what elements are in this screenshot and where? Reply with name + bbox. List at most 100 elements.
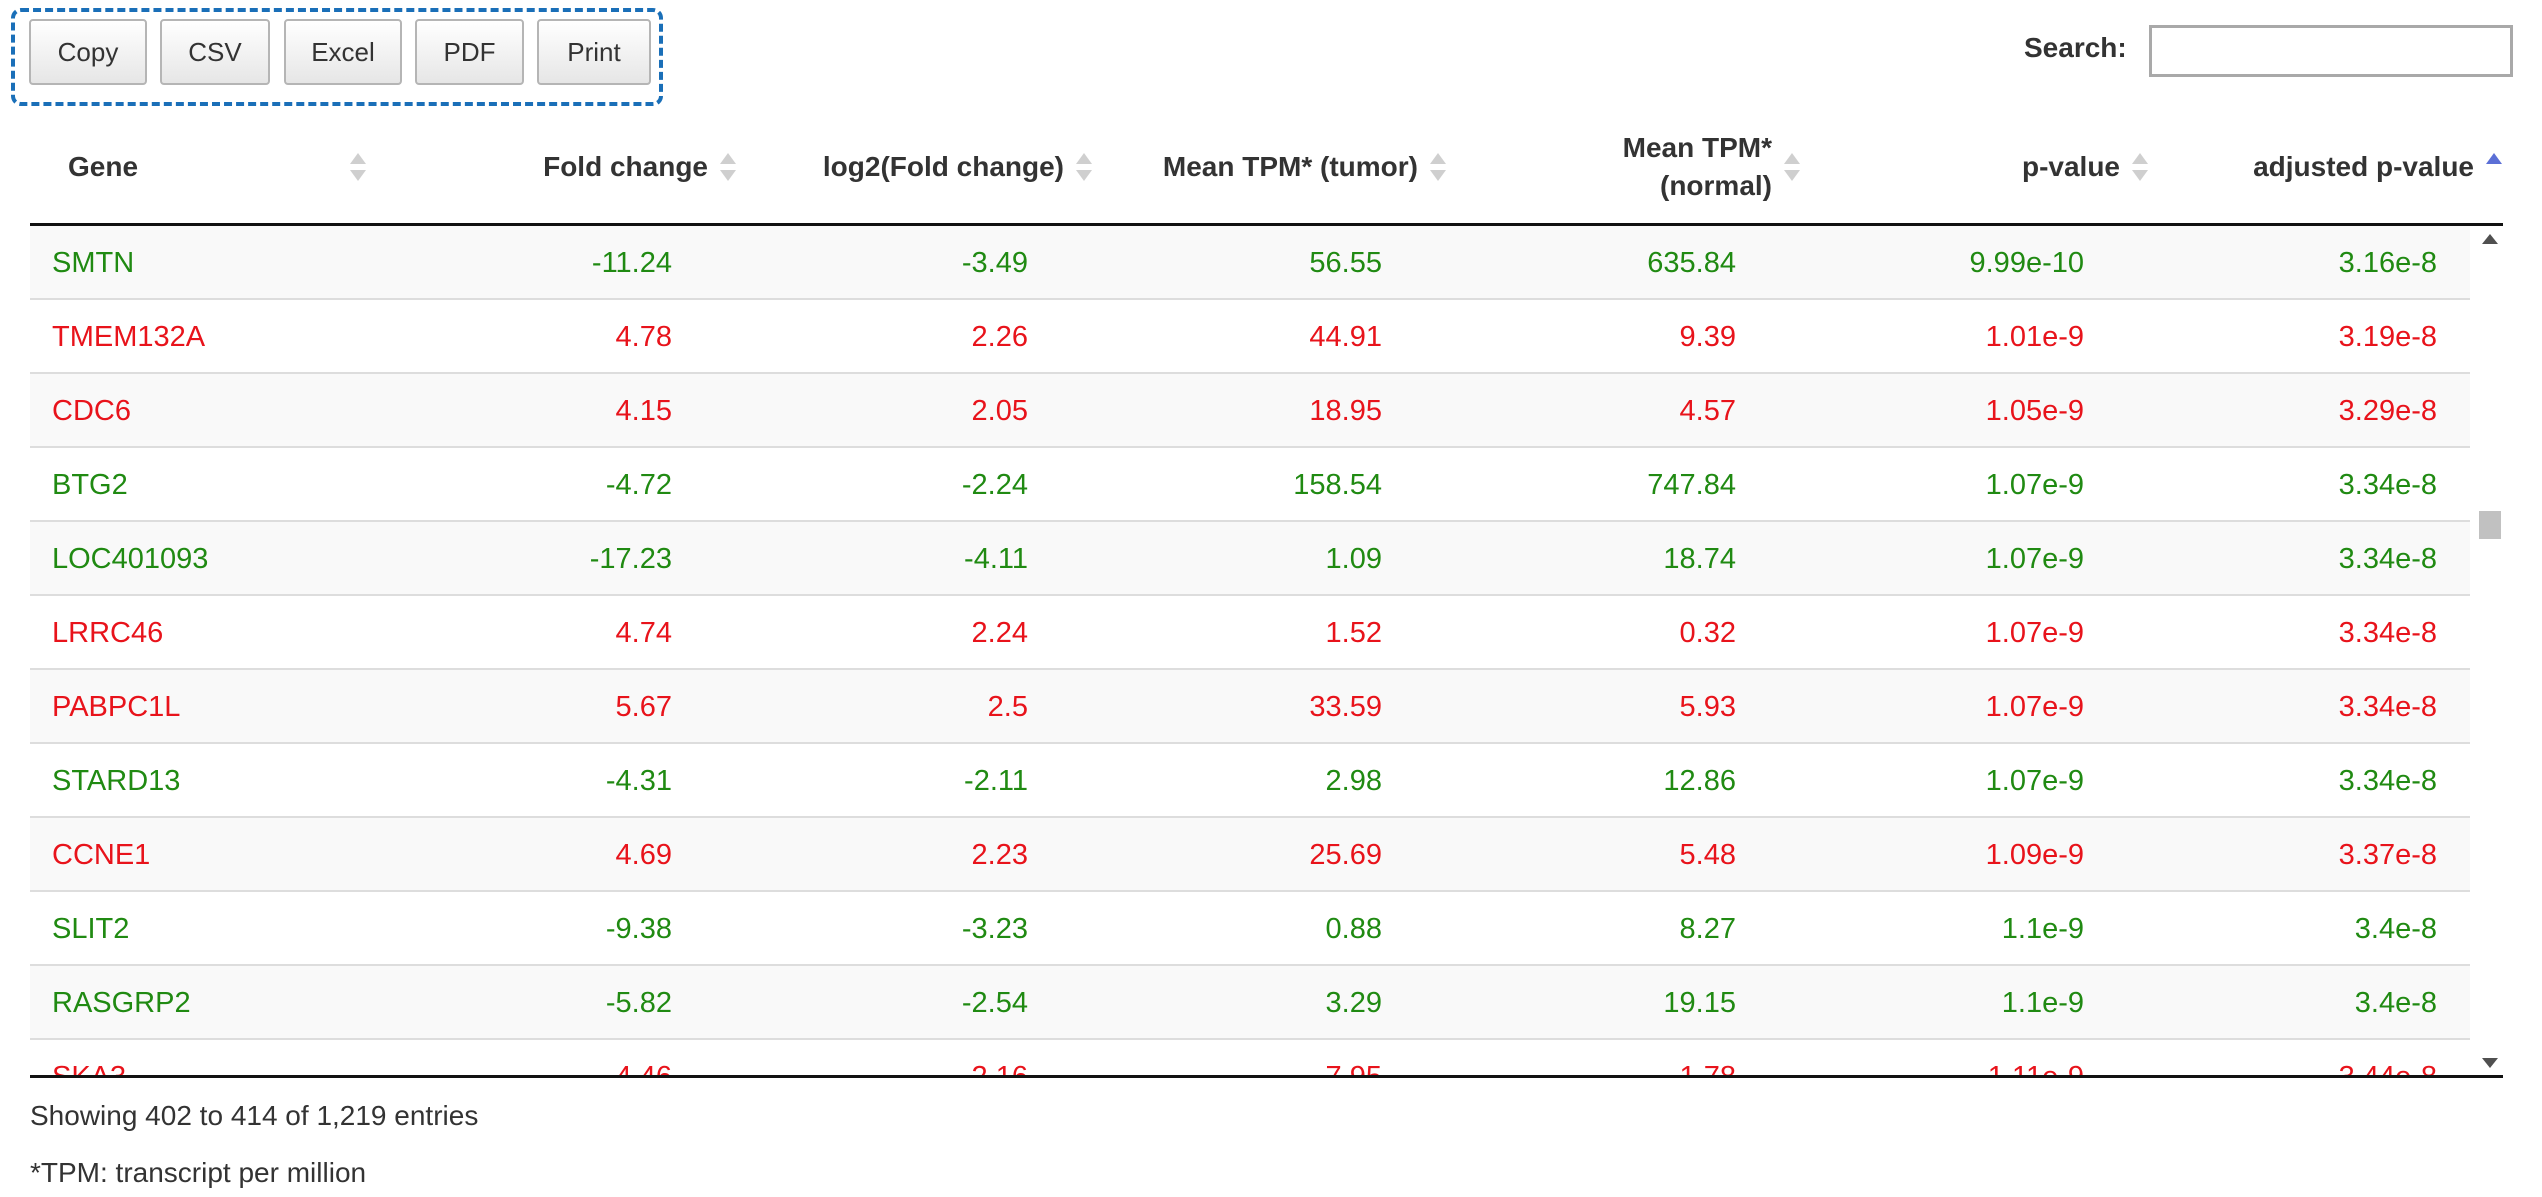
fold-change-cell: -17.23 xyxy=(589,543,672,575)
tpm-normal-cell: 19.15 xyxy=(1663,987,1736,1019)
pvalue-cell: 1.07e-9 xyxy=(1985,765,2084,797)
fold-change-cell: -9.38 xyxy=(605,913,672,945)
sort-both-icon xyxy=(720,152,736,181)
tpm-tumor-cell: 2.98 xyxy=(1325,765,1382,797)
tpm-normal-cell: 1.78 xyxy=(1680,1040,1736,1076)
pvalue-cell: 9.99e-10 xyxy=(1969,247,2085,279)
pvalue-cell: 1.07e-9 xyxy=(1985,617,2084,649)
log2-fold-change-cell: -2.24 xyxy=(961,469,1028,501)
sort-both-icon xyxy=(1784,152,1800,181)
tpm-tumor-cell: 56.55 xyxy=(1309,247,1382,279)
log2-fold-change-cell: 2.26 xyxy=(971,321,1028,353)
sort-both-icon xyxy=(1076,152,1092,181)
print-button[interactable]: Print xyxy=(537,19,651,85)
vertical-scrollbar[interactable] xyxy=(2477,226,2503,1076)
table-bottom-border xyxy=(30,1075,2503,1078)
adjusted-pvalue-cell: 3.34e-8 xyxy=(2338,765,2437,797)
adjusted-pvalue-cell: 3.19e-8 xyxy=(2338,321,2437,353)
log2-fold-change-cell: 2.5 xyxy=(987,691,1028,723)
tpm-normal-cell: 12.86 xyxy=(1663,765,1736,797)
scroll-down-arrow-icon[interactable] xyxy=(2477,1050,2503,1076)
column-header-fold-change-label: Fold change xyxy=(543,150,708,182)
fold-change-cell: 4.74 xyxy=(615,617,672,649)
tpm-tumor-cell: 1.52 xyxy=(1325,617,1382,649)
excel-button[interactable]: Excel xyxy=(284,19,402,85)
pvalue-cell: 1.1e-9 xyxy=(2001,987,2084,1019)
tpm-normal-cell: 747.84 xyxy=(1647,469,1736,501)
column-header-adjusted-pvalue-label: adjusted p-value xyxy=(2253,150,2474,182)
pvalue-cell: 1.05e-9 xyxy=(1985,395,2084,427)
gene-cell[interactable]: RASGRP2 xyxy=(52,987,191,1019)
column-header-tpm-normal-label: Mean TPM* (normal) xyxy=(1623,129,1772,205)
pvalue-cell: 1.07e-9 xyxy=(1985,543,2084,575)
sort-ascending-icon xyxy=(2486,152,2502,164)
table-row: LRRC46 4.74 2.24 1.52 0.32 1.07e-9 3.34e-8 xyxy=(30,596,2470,670)
scroll-up-arrow-icon[interactable] xyxy=(2477,226,2503,252)
tpm-tumor-cell: 25.69 xyxy=(1309,839,1382,871)
fold-change-cell: 4.15 xyxy=(615,395,672,427)
tpm-normal-cell: 0.32 xyxy=(1679,617,1736,649)
table-info: Showing 402 to 414 of 1,219 entries xyxy=(30,1100,479,1131)
pvalue-cell: 1.11e-9 xyxy=(1988,1040,2084,1076)
fold-change-cell: -11.24 xyxy=(591,247,672,279)
search-input[interactable] xyxy=(2149,25,2513,77)
gene-cell[interactable]: CCNE1 xyxy=(52,839,151,871)
sort-both-icon xyxy=(2132,152,2148,181)
gene-cell[interactable]: SKA3 xyxy=(52,1040,126,1076)
column-header-tpm-normal[interactable]: Mean TPM* (normal) xyxy=(1450,110,1804,223)
table-row: CCNE1 4.69 2.23 25.69 5.48 1.09e-9 3.37e-8 xyxy=(30,818,2470,892)
column-header-log2-fold-change-label: log2(Fold change) xyxy=(822,150,1064,182)
gene-cell[interactable]: BTG2 xyxy=(52,469,128,501)
column-header-tpm-tumor[interactable]: Mean TPM* (tumor) xyxy=(1096,110,1450,223)
csv-button[interactable]: CSV xyxy=(160,19,270,85)
log2-fold-change-cell: 2.23 xyxy=(971,839,1028,871)
log2-fold-change-cell: -2.54 xyxy=(961,987,1028,1019)
table-row: PABPC1L 5.67 2.5 33.59 5.93 1.07e-9 3.34e-8 xyxy=(30,670,2470,744)
table-header: Gene Fold change log2(Fold change) Mean … xyxy=(30,110,2503,226)
gene-cell[interactable]: PABPC1L xyxy=(52,691,181,723)
gene-cell[interactable]: LRRC46 xyxy=(52,617,164,649)
column-header-log2-fold-change[interactable]: log2(Fold change) xyxy=(740,110,1096,223)
tpm-tumor-cell: 18.95 xyxy=(1309,395,1382,427)
gene-cell[interactable]: SLIT2 xyxy=(52,913,130,945)
gene-cell[interactable]: CDC6 xyxy=(52,395,131,427)
scrollbar-thumb[interactable] xyxy=(2479,511,2501,539)
column-header-fold-change[interactable]: Fold change xyxy=(370,110,740,223)
column-header-pvalue[interactable]: p-value xyxy=(1804,110,2152,223)
adjusted-pvalue-cell: 3.4e-8 xyxy=(2354,987,2437,1019)
tpm-normal-cell: 9.39 xyxy=(1679,321,1736,353)
search-label: Search: xyxy=(2024,32,2127,63)
gene-cell[interactable]: TMEM132A xyxy=(52,321,206,353)
table-row: SKA3 4.46 2.16 7.95 1.78 1.11e-9 3.44e-8 xyxy=(30,1040,2470,1076)
copy-button[interactable]: Copy xyxy=(29,19,147,85)
tpm-normal-cell: 18.74 xyxy=(1663,543,1736,575)
pvalue-cell: 1.07e-9 xyxy=(1985,691,2084,723)
adjusted-pvalue-cell: 3.16e-8 xyxy=(2338,247,2437,279)
fold-change-cell: -5.82 xyxy=(605,987,672,1019)
log2-fold-change-cell: 2.05 xyxy=(971,395,1028,427)
pdf-button[interactable]: PDF xyxy=(415,19,524,85)
table-row: CDC6 4.15 2.05 18.95 4.57 1.05e-9 3.29e-8 xyxy=(30,374,2470,448)
table-body: SMTN -11.24 -3.49 56.55 635.84 9.99e-10 3.16e-… xyxy=(30,226,2503,1076)
column-header-adjusted-pvalue[interactable]: adjusted p-value xyxy=(2152,110,2506,223)
table-row: LOC401093 -17.23 -4.11 1.09 18.74 1.07e-9 3.34… xyxy=(30,522,2470,596)
gene-cell[interactable]: LOC401093 xyxy=(52,543,209,575)
fold-change-cell: -4.72 xyxy=(605,469,672,501)
adjusted-pvalue-cell: 3.34e-8 xyxy=(2338,469,2437,501)
adjusted-pvalue-cell: 3.29e-8 xyxy=(2338,395,2437,427)
tpm-tumor-cell: 33.59 xyxy=(1309,691,1382,723)
column-header-gene[interactable]: Gene xyxy=(30,110,370,223)
log2-fold-change-cell: -2.11 xyxy=(964,765,1028,797)
pvalue-cell: 1.01e-9 xyxy=(1985,321,2084,353)
gene-cell[interactable]: STARD13 xyxy=(52,765,181,797)
fold-change-cell: 4.78 xyxy=(615,321,672,353)
sort-both-icon xyxy=(1430,152,1446,181)
tpm-normal-cell: 8.27 xyxy=(1679,913,1736,945)
tpm-tumor-cell: 158.54 xyxy=(1293,469,1382,501)
adjusted-pvalue-cell: 3.4e-8 xyxy=(2354,913,2437,945)
log2-fold-change-cell: 2.16 xyxy=(972,1040,1028,1076)
adjusted-pvalue-cell: 3.37e-8 xyxy=(2338,839,2437,871)
gene-cell[interactable]: SMTN xyxy=(52,247,135,279)
pvalue-cell: 1.07e-9 xyxy=(1985,469,2084,501)
tpm-tumor-cell: 7.95 xyxy=(1326,1040,1382,1076)
